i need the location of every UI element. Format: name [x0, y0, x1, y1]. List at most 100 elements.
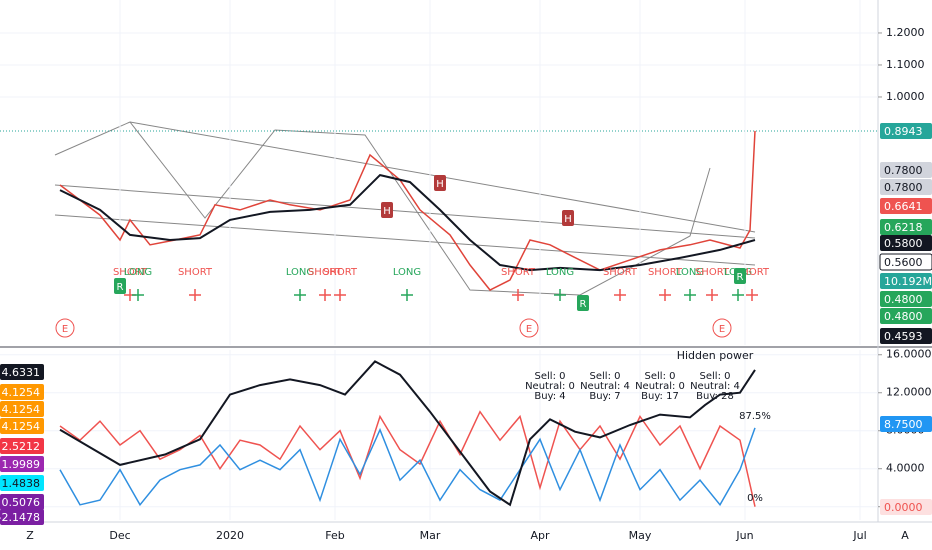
marker: R [734, 268, 746, 284]
marker: R [114, 278, 126, 294]
signal-cross [334, 289, 346, 301]
price-label-box [0, 475, 44, 491]
marker-shape [734, 268, 746, 284]
signal-label: SHORT [501, 267, 536, 278]
price-label-box [0, 418, 44, 434]
price-label: 0.4800 [880, 291, 932, 307]
price-label: 0.5600 [879, 253, 932, 271]
series-line [59, 427, 756, 507]
price-label: 0.4800 [880, 308, 932, 324]
price-label-box [880, 328, 932, 344]
marker: E [712, 318, 732, 338]
marker-shape [577, 295, 589, 311]
price-label-text: 0.7800 [884, 181, 923, 194]
price-label-text: 0.4800 [884, 293, 923, 306]
signal-label: SHORT [178, 267, 213, 278]
signal-label: SHORT [323, 267, 358, 278]
price-label: 0.6641 [880, 198, 932, 214]
signal-label: SHORT [648, 267, 683, 278]
price-label: 8.7500 [880, 416, 932, 432]
signal-label: SHORT [695, 267, 730, 278]
price-label-text: 0.5600 [884, 256, 923, 269]
stat-text: Neutral: 0 [635, 381, 685, 392]
stat-text: Buy: 28 [696, 391, 734, 402]
price-label-box [0, 401, 44, 417]
signal-cross [294, 289, 306, 301]
signal-label: SHORT [603, 267, 638, 278]
marker-text: H [383, 206, 391, 217]
price-label: 0.7800 [880, 162, 932, 178]
stat-text: Sell: 0 [645, 371, 676, 382]
price-label-text: 0.4593 [884, 330, 923, 343]
signal-cross [132, 289, 144, 301]
marker: H [381, 202, 393, 218]
marker-text: E [719, 324, 725, 335]
price-label-text: 0.0000 [884, 501, 923, 514]
price-label-box [880, 235, 932, 251]
marker: H [562, 210, 574, 226]
price-label-box [0, 494, 44, 510]
signal-label: SHORT [113, 267, 148, 278]
price-label-box [879, 253, 932, 271]
signal-cross [684, 289, 696, 301]
toolbar-right[interactable]: A [901, 529, 909, 542]
marker-text: E [62, 324, 68, 335]
x-tick-label: May [629, 529, 652, 542]
series-line [59, 174, 756, 272]
signal-cross [319, 289, 331, 301]
price-label-text: 8.7500 [884, 418, 923, 431]
marker-shape [434, 175, 446, 191]
marker-shape [712, 318, 732, 338]
signal-label: LONG [546, 267, 574, 278]
price-label-box [880, 273, 932, 289]
price-label-text: 10.192M [884, 275, 932, 288]
y-tick-label: 1.2000 [886, 26, 925, 39]
x-tick-label: 2020 [216, 529, 244, 542]
signal-label: SHORT [735, 267, 770, 278]
x-tick-label: Jul [852, 529, 866, 542]
price-label-box [880, 198, 932, 214]
price-label: 0.8943 [880, 123, 932, 139]
price-label-box [880, 123, 932, 139]
price-label: 4.1254 [0, 384, 44, 400]
signal-label: LONG [286, 267, 314, 278]
price-label-box [880, 499, 932, 515]
marker-text: H [436, 179, 444, 190]
marker-shape [114, 278, 126, 294]
y-tick-label: 12.0000 [886, 386, 932, 399]
signal-cross [659, 289, 671, 301]
price-label-box [880, 308, 932, 324]
price-label: 2.5212 [0, 438, 44, 454]
marker-shape [381, 202, 393, 218]
price-label-text: 1.4838 [2, 477, 41, 490]
price-label-box [0, 456, 44, 472]
marker-text: R [117, 282, 124, 293]
signal-label: LONG [676, 267, 704, 278]
price-label-text: -2.1478 [0, 511, 40, 524]
x-tick-label: Apr [530, 529, 550, 542]
toolbar-left[interactable]: Z [26, 529, 34, 542]
signal-label: SHORT [308, 267, 343, 278]
price-label: 0.5800 [880, 235, 932, 251]
stat-text: Sell: 0 [590, 371, 621, 382]
y-tick-label: 1.0000 [886, 90, 925, 103]
stat-text: Neutral: 4 [580, 381, 630, 392]
price-label-box [880, 179, 932, 195]
marker-shape [562, 210, 574, 226]
marker: E [519, 318, 539, 338]
signal-cross [706, 289, 718, 301]
marker-shape [55, 318, 75, 338]
stat-text: Buy: 17 [641, 391, 679, 402]
signal-cross [614, 289, 626, 301]
stat-text: Neutral: 4 [690, 381, 740, 392]
signal-cross [512, 289, 524, 301]
x-tick-label: Jun [735, 529, 753, 542]
stat-text: Buy: 4 [534, 391, 565, 402]
price-label: 0.7800 [880, 179, 932, 195]
price-label-box [880, 219, 932, 235]
price-label-text: 0.8943 [884, 125, 923, 138]
price-label: 1.4838 [0, 475, 44, 491]
y-tick-label: 16.0000 [886, 348, 932, 361]
marker: E [55, 318, 75, 338]
